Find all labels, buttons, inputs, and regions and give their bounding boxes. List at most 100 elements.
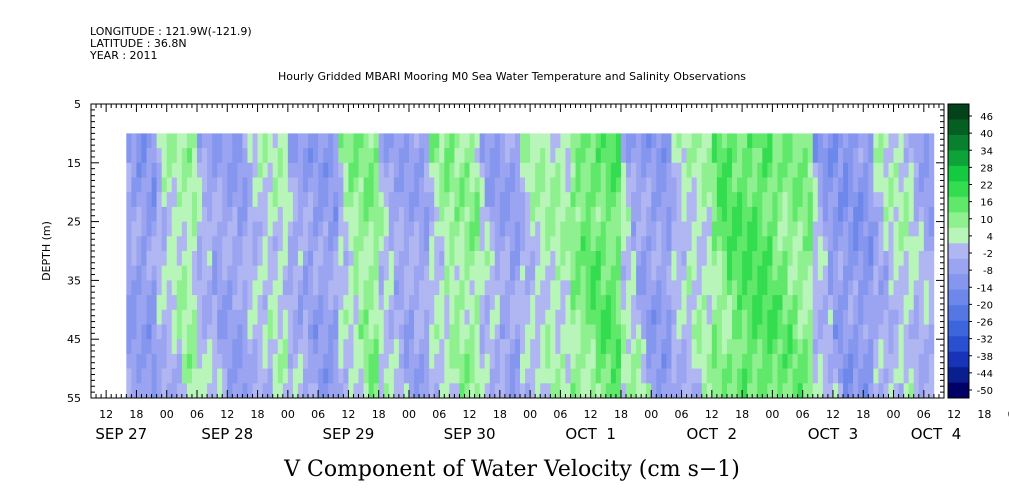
heatmap-cell [691, 353, 697, 369]
heatmap-cell [903, 265, 909, 281]
heatmap-cell [782, 148, 788, 164]
heatmap-cell [308, 280, 314, 296]
heatmap-cell [222, 206, 228, 222]
heatmap-cell [439, 206, 445, 222]
heatmap-cell [191, 177, 198, 193]
heatmap-cell [282, 280, 289, 296]
heatmap-cell [530, 192, 536, 208]
heatmap-cell [762, 383, 768, 399]
heatmap-cell [853, 295, 859, 311]
heatmap-cell [631, 251, 637, 266]
heatmap-cell [353, 368, 359, 384]
heatmap-cell [827, 339, 834, 355]
heatmap-cell [136, 368, 142, 384]
heatmap-cell [555, 339, 561, 355]
heatmap-cell [378, 339, 385, 355]
heatmap-cell [903, 280, 909, 296]
heatmap-cell [186, 309, 193, 325]
heatmap-cell [802, 133, 809, 149]
heatmap-cell [267, 265, 274, 281]
heatmap-cell [287, 383, 294, 399]
heatmap-cell [686, 295, 692, 311]
heatmap-cell [666, 148, 672, 164]
heatmap-cell [580, 162, 586, 178]
heatmap-cell [444, 280, 450, 296]
heatmap-cell [671, 133, 677, 149]
heatmap-cell [217, 177, 223, 193]
heatmap-cell [247, 251, 253, 266]
heatmap-cell [161, 221, 168, 237]
heatmap-cell [419, 309, 425, 325]
heatmap-cell [817, 324, 824, 340]
heatmap-cell [444, 192, 450, 208]
heatmap-cell [822, 368, 829, 384]
heatmap-cell [863, 280, 869, 296]
heatmap-cell [868, 133, 874, 149]
heatmap-cell [878, 353, 884, 369]
heatmap-cell [161, 324, 168, 340]
heatmap-cell [530, 133, 536, 149]
heatmap-cell [827, 192, 834, 208]
heatmap-cell [474, 192, 480, 208]
heatmap-cell [838, 162, 844, 178]
heatmap-cell [807, 236, 814, 252]
heatmap-cell [237, 148, 243, 164]
heatmap-cell [131, 236, 137, 252]
heatmap-cell [131, 162, 137, 178]
heatmap-cell [928, 133, 935, 149]
heatmap-cell [297, 133, 304, 149]
heatmap-cell [358, 148, 364, 164]
heatmap-cell [873, 148, 879, 164]
heatmap-cell [666, 353, 672, 369]
heatmap-cell [827, 236, 834, 252]
heatmap-cell [328, 265, 334, 281]
heatmap-cell [520, 265, 526, 281]
heatmap-cell [489, 368, 496, 384]
heatmap-cell [222, 221, 228, 237]
heatmap-cell [535, 324, 541, 340]
heatmap-cell [333, 324, 339, 340]
heatmap-cell [348, 133, 354, 149]
heatmap-cell [757, 368, 763, 384]
heatmap-cell [570, 251, 576, 266]
heatmap-cell [282, 221, 289, 237]
heatmap-cell [832, 295, 839, 311]
heatmap-cell [191, 206, 198, 222]
heatmap-cell [454, 251, 460, 266]
heatmap-cell [126, 206, 132, 222]
heatmap-cell [555, 383, 561, 399]
heatmap-cell [509, 324, 516, 340]
heatmap-cell [474, 177, 480, 193]
heatmap-cell [368, 353, 374, 369]
heatmap-cell [520, 280, 526, 296]
heatmap-cell [338, 324, 344, 340]
heatmap-cell [646, 133, 652, 149]
heatmap-cell [136, 265, 142, 281]
heatmap-cell [504, 192, 511, 208]
heatmap-cell [292, 309, 299, 325]
heatmap-cell [343, 251, 349, 266]
heatmap-cell [595, 309, 602, 325]
heatmap-cell [267, 133, 274, 149]
heatmap-cell [353, 177, 359, 193]
heatmap-cell [615, 192, 622, 208]
heatmap-cell [742, 309, 748, 325]
heatmap-cell [348, 162, 354, 178]
heatmap-cell [227, 251, 233, 266]
heatmap-cell [176, 383, 183, 399]
heatmap-cell [792, 221, 798, 237]
heatmap-cell [641, 148, 647, 164]
heatmap-cell [272, 133, 279, 149]
heatmap-cell [545, 339, 551, 355]
heatmap-cell [817, 339, 824, 355]
heatmap-cell [232, 383, 238, 399]
heatmap-cell [429, 133, 435, 149]
heatmap-cell [434, 162, 440, 178]
heatmap-cell [262, 368, 268, 384]
heatmap-cell [318, 324, 324, 340]
heatmap-cell [257, 177, 263, 193]
x-day-label: OCT 4 [911, 425, 962, 443]
heatmap-cell [858, 162, 864, 178]
heatmap-cell [918, 148, 925, 164]
heatmap-cell [888, 309, 894, 325]
